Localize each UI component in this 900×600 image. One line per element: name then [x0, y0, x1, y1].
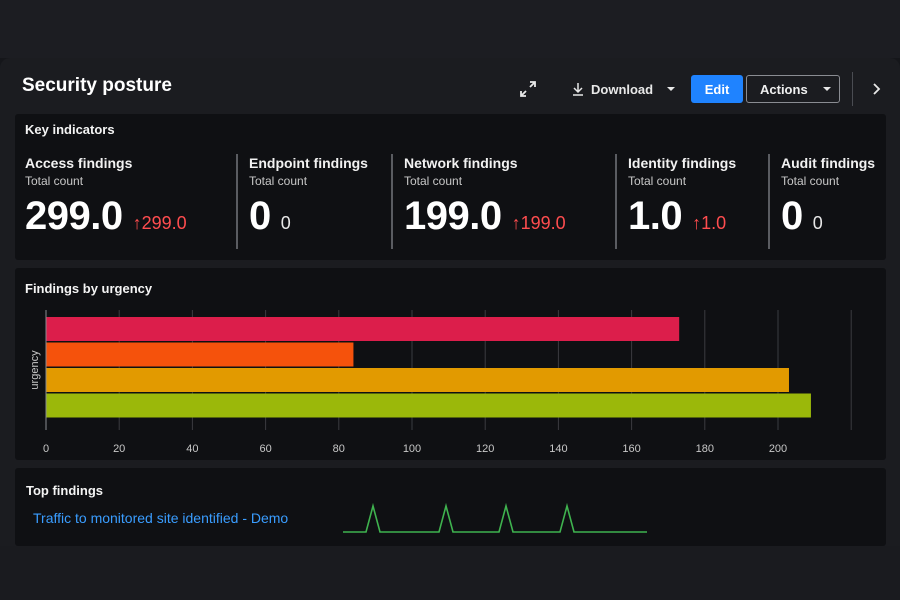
edit-button[interactable]: Edit — [691, 75, 743, 103]
kpi-subtitle: Total count — [628, 174, 687, 188]
page-title: Security posture — [22, 75, 172, 96]
expand-icon[interactable] — [518, 79, 538, 99]
kpi-delta: ↑299.0 — [133, 213, 187, 234]
kpi-delta-value: 1.0 — [701, 213, 727, 233]
kpi-delta: ↑1.0 — [692, 213, 726, 234]
bar — [46, 368, 789, 392]
kpi-value: 0 — [781, 194, 803, 238]
x-tick-label: 200 — [769, 443, 787, 455]
kpi-value: 1.0 — [628, 194, 683, 238]
x-tick-label: 0 — [43, 443, 49, 455]
kpi-identity-findings: Identity findings Total count 1.0 ↑1.0 — [628, 155, 736, 239]
download-button[interactable]: Download — [572, 77, 653, 101]
kpi-delta-value: 199.0 — [520, 213, 566, 233]
arrow-up-icon: ↑ — [692, 213, 702, 233]
kpi-subtitle: Total count — [781, 174, 840, 188]
kpi-access-findings: Access findings Total count 299.0 ↑299.0 — [25, 155, 187, 239]
kpi-delta-value: 0 — [812, 213, 823, 233]
key-indicators-title: Key indicators — [25, 122, 115, 137]
kpi-separator — [615, 154, 617, 249]
kpi-subtitle: Total count — [249, 174, 308, 188]
kpi-separator — [236, 154, 238, 249]
kpi-separator — [391, 154, 393, 249]
kpi-value: 299.0 — [25, 194, 123, 238]
kpi-name: Endpoint findings — [249, 155, 368, 171]
kpi-subtitle: Total count — [25, 174, 84, 188]
bar — [46, 342, 354, 367]
kpi-network-findings: Network findings Total count 199.0 ↑199.… — [404, 155, 566, 239]
backdrop-bottom — [0, 546, 900, 600]
top-findings-card — [15, 468, 886, 546]
caret-down-icon[interactable] — [666, 85, 676, 93]
urgency-bar-chart: 0 20 40 60 80 100 120 140 160 180 200 urgency — [29, 310, 852, 455]
kpi-value: 199.0 — [404, 194, 502, 238]
download-label: Download — [591, 81, 654, 97]
kpi-separator — [768, 154, 770, 249]
x-tick-label: 140 — [549, 443, 567, 455]
kpi-name: Network findings — [404, 155, 518, 171]
x-tick-label: 120 — [476, 443, 494, 455]
actions-button[interactable]: Actions — [746, 75, 840, 103]
x-tick-label: 60 — [259, 443, 271, 455]
finding-link[interactable]: Traffic to monitored site identified - D… — [33, 510, 289, 526]
kpi-name: Audit findings — [781, 155, 876, 171]
arrow-up-icon: ↑ — [132, 213, 142, 233]
urgency-chart-title: Findings by urgency — [25, 281, 153, 296]
bar — [46, 317, 680, 341]
x-tick-label: 20 — [113, 443, 125, 455]
kpi-value: 0 — [249, 194, 271, 238]
kpi-subtitle: Total count — [404, 174, 463, 188]
kpi-delta-value: 0 — [280, 213, 291, 233]
top-findings-title: Top findings — [26, 483, 104, 498]
kpi-delta: ↑199.0 — [512, 213, 566, 234]
x-tick-label: 100 — [403, 443, 421, 455]
x-tick-label: 40 — [186, 443, 198, 455]
x-tick-label: 80 — [333, 443, 345, 455]
download-icon — [573, 83, 583, 96]
header-divider — [852, 72, 853, 106]
kpi-endpoint-findings: Endpoint findings Total count 0 0 — [249, 155, 368, 239]
x-tick-label: 160 — [622, 443, 640, 455]
backdrop-top — [0, 0, 900, 58]
key-indicators-card — [15, 114, 886, 260]
y-axis-label: urgency — [29, 350, 41, 390]
chevron-right-icon[interactable] — [869, 81, 883, 97]
actions-label: Actions — [760, 81, 808, 97]
kpi-name: Access findings — [25, 155, 133, 171]
kpi-delta-value: 299.0 — [141, 213, 187, 233]
bar — [46, 393, 811, 418]
kpi-name: Identity findings — [628, 155, 737, 171]
kpi-audit-findings: Audit findings Total count 0 0 — [781, 155, 875, 239]
x-tick-label: 180 — [696, 443, 714, 455]
finding-sparkline — [343, 502, 647, 533]
caret-down-icon — [822, 87, 831, 91]
arrow-up-icon: ↑ — [511, 213, 521, 233]
